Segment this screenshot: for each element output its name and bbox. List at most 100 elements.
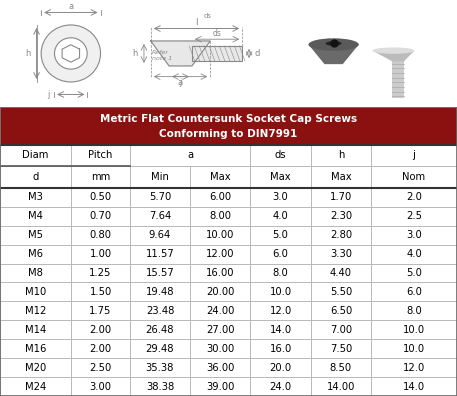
FancyBboxPatch shape <box>371 166 457 188</box>
Text: Nom: Nom <box>403 172 425 182</box>
FancyBboxPatch shape <box>130 145 250 166</box>
Text: 5.0: 5.0 <box>273 230 288 240</box>
FancyBboxPatch shape <box>371 358 457 377</box>
FancyBboxPatch shape <box>311 320 371 339</box>
FancyBboxPatch shape <box>71 320 130 339</box>
FancyBboxPatch shape <box>71 166 130 188</box>
Text: 14.0: 14.0 <box>270 325 292 335</box>
Text: 39.00: 39.00 <box>206 381 234 392</box>
FancyBboxPatch shape <box>130 226 190 245</box>
FancyBboxPatch shape <box>371 282 457 301</box>
Text: 24.0: 24.0 <box>270 381 292 392</box>
FancyBboxPatch shape <box>250 188 311 207</box>
Text: h: h <box>132 49 138 58</box>
Text: 24.00: 24.00 <box>206 306 234 316</box>
FancyBboxPatch shape <box>0 320 71 339</box>
Ellipse shape <box>372 48 414 54</box>
Text: 5.70: 5.70 <box>149 192 171 202</box>
Text: 1.70: 1.70 <box>330 192 352 202</box>
FancyBboxPatch shape <box>250 301 311 320</box>
Text: 11.57: 11.57 <box>146 249 174 259</box>
Text: M24: M24 <box>25 381 46 392</box>
Text: 3.0: 3.0 <box>273 192 288 202</box>
Bar <box>192 46 242 61</box>
FancyBboxPatch shape <box>190 245 250 264</box>
FancyBboxPatch shape <box>0 264 71 282</box>
FancyBboxPatch shape <box>190 188 250 207</box>
Text: 12.00: 12.00 <box>206 249 234 259</box>
Text: 10.00: 10.00 <box>206 230 234 240</box>
Text: 20.0: 20.0 <box>270 363 292 373</box>
Ellipse shape <box>325 41 342 46</box>
FancyBboxPatch shape <box>190 339 250 358</box>
FancyBboxPatch shape <box>0 166 71 188</box>
Text: 15.57: 15.57 <box>146 268 174 278</box>
Text: M14: M14 <box>25 325 46 335</box>
FancyBboxPatch shape <box>371 145 457 166</box>
Text: j: j <box>413 150 415 160</box>
FancyBboxPatch shape <box>250 320 311 339</box>
Text: 12.0: 12.0 <box>270 306 292 316</box>
Text: Max: Max <box>330 172 351 182</box>
Text: Conforming to DIN7991: Conforming to DIN7991 <box>159 129 298 139</box>
FancyBboxPatch shape <box>250 264 311 282</box>
Text: 19.48: 19.48 <box>146 287 174 297</box>
Polygon shape <box>308 44 359 64</box>
Text: M12: M12 <box>25 306 46 316</box>
FancyBboxPatch shape <box>130 320 190 339</box>
Text: 6.50: 6.50 <box>330 306 352 316</box>
Text: j: j <box>48 90 50 99</box>
Text: mm: mm <box>91 172 110 182</box>
Text: ds: ds <box>213 29 222 38</box>
Text: M6: M6 <box>28 249 43 259</box>
Text: Refer
note 1: Refer note 1 <box>152 50 172 61</box>
FancyBboxPatch shape <box>0 358 71 377</box>
Text: Pitch: Pitch <box>88 150 113 160</box>
FancyBboxPatch shape <box>0 245 71 264</box>
FancyBboxPatch shape <box>130 264 190 282</box>
FancyBboxPatch shape <box>250 339 311 358</box>
Text: 6.0: 6.0 <box>273 249 288 259</box>
Text: 4.0: 4.0 <box>406 249 422 259</box>
FancyBboxPatch shape <box>190 226 250 245</box>
Text: 10.0: 10.0 <box>270 287 292 297</box>
FancyBboxPatch shape <box>250 207 311 226</box>
FancyBboxPatch shape <box>311 377 371 396</box>
FancyBboxPatch shape <box>190 301 250 320</box>
Text: 7.64: 7.64 <box>149 211 171 221</box>
FancyBboxPatch shape <box>0 301 71 320</box>
FancyBboxPatch shape <box>0 107 457 145</box>
Text: 3.00: 3.00 <box>90 381 112 392</box>
Text: 2.00: 2.00 <box>90 325 112 335</box>
FancyBboxPatch shape <box>71 301 130 320</box>
Text: 7.50: 7.50 <box>330 344 352 354</box>
FancyBboxPatch shape <box>250 166 311 188</box>
Text: M8: M8 <box>28 268 43 278</box>
Text: 3.30: 3.30 <box>330 249 352 259</box>
Text: Diam: Diam <box>22 150 48 160</box>
FancyBboxPatch shape <box>250 377 311 396</box>
FancyBboxPatch shape <box>371 301 457 320</box>
Text: 26.48: 26.48 <box>146 325 174 335</box>
FancyBboxPatch shape <box>371 377 457 396</box>
FancyBboxPatch shape <box>250 282 311 301</box>
FancyBboxPatch shape <box>130 207 190 226</box>
Text: l: l <box>195 18 198 27</box>
Polygon shape <box>151 41 210 66</box>
Text: 7.00: 7.00 <box>330 325 352 335</box>
FancyBboxPatch shape <box>311 301 371 320</box>
Text: a: a <box>68 2 74 11</box>
Text: 1.75: 1.75 <box>90 306 112 316</box>
Text: 4.0: 4.0 <box>273 211 288 221</box>
FancyBboxPatch shape <box>0 377 71 396</box>
FancyBboxPatch shape <box>311 188 371 207</box>
FancyBboxPatch shape <box>371 245 457 264</box>
Text: 5.0: 5.0 <box>406 268 422 278</box>
FancyBboxPatch shape <box>0 145 71 166</box>
Text: h: h <box>26 49 31 58</box>
FancyBboxPatch shape <box>0 339 71 358</box>
FancyBboxPatch shape <box>130 301 190 320</box>
FancyBboxPatch shape <box>71 226 130 245</box>
Text: M3: M3 <box>28 192 43 202</box>
Text: 6.00: 6.00 <box>209 192 231 202</box>
